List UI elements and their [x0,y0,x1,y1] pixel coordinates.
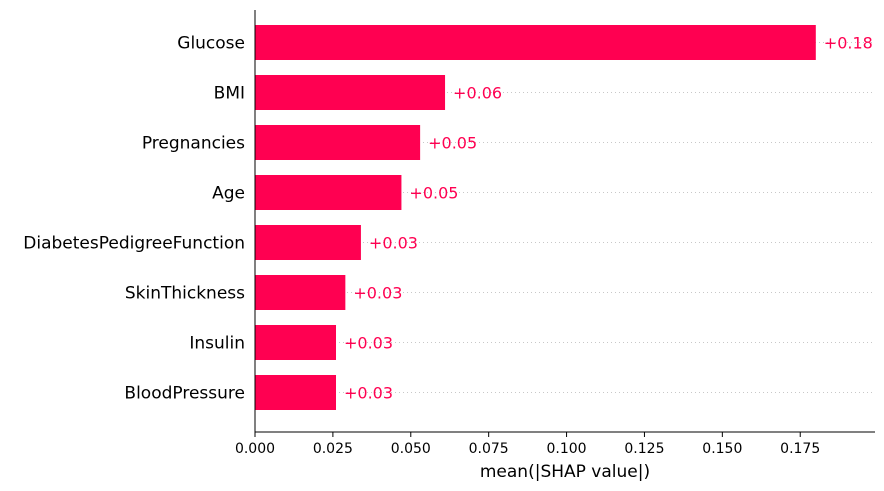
feature-label-diabetespedigreefunction: DiabetesPedigreeFunction [23,234,245,254]
feature-label-pregnancies: Pregnancies [142,134,245,154]
x-tick-label-2: 0.050 [391,441,431,457]
bars [255,25,816,410]
x-tick-label-1: 0.025 [313,441,353,457]
x-tick-label-6: 0.150 [702,441,742,457]
feature-label-skinthickness: SkinThickness [125,284,245,304]
value-label-age: +0.05 [409,184,458,203]
bar-pregnancies [255,125,421,160]
value-label-pregnancies: +0.05 [428,134,477,153]
feature-label-age: Age [212,184,245,204]
value-label-bmi: +0.06 [453,84,502,103]
bar-glucose [255,25,816,60]
feature-label-bloodpressure: BloodPressure [124,384,245,404]
feature-labels: Glucose BMI Pregnancies Age DiabetesPedigree… [23,34,245,404]
bar-bloodpressure [255,375,337,410]
value-labels: +0.18 +0.06 +0.05 +0.05 +0.03 +0.03 +0.03 +0.03 [344,34,873,403]
bar-insulin [255,325,337,360]
bar-diabetespedigreefunction [255,225,361,260]
feature-label-insulin: Insulin [189,334,245,354]
x-tick-label-4: 0.100 [547,441,587,457]
feature-label-glucose: Glucose [177,34,245,54]
bar-age [255,175,402,210]
x-tick-label-7: 0.175 [780,441,820,457]
x-tick-label-3: 0.075 [469,441,509,457]
axes [254,10,875,433]
value-label-skinthickness: +0.03 [353,284,402,303]
feature-label-bmi: BMI [214,84,245,104]
value-label-insulin: +0.03 [344,334,393,353]
x-tick-label-5: 0.125 [624,441,664,457]
bar-skinthickness [255,275,346,310]
x-tick-label-0: 0.000 [235,441,275,457]
x-ticks: 0.000 0.025 0.050 0.075 0.100 0.125 0.150 0.175 [235,432,820,457]
value-label-bloodpressure: +0.03 [344,384,393,403]
bar-bmi [255,75,446,110]
value-label-glucose: +0.18 [824,34,873,53]
value-label-diabetespedigreefunction: +0.03 [369,234,418,253]
x-axis-title: mean(|SHAP value|) [480,462,650,482]
